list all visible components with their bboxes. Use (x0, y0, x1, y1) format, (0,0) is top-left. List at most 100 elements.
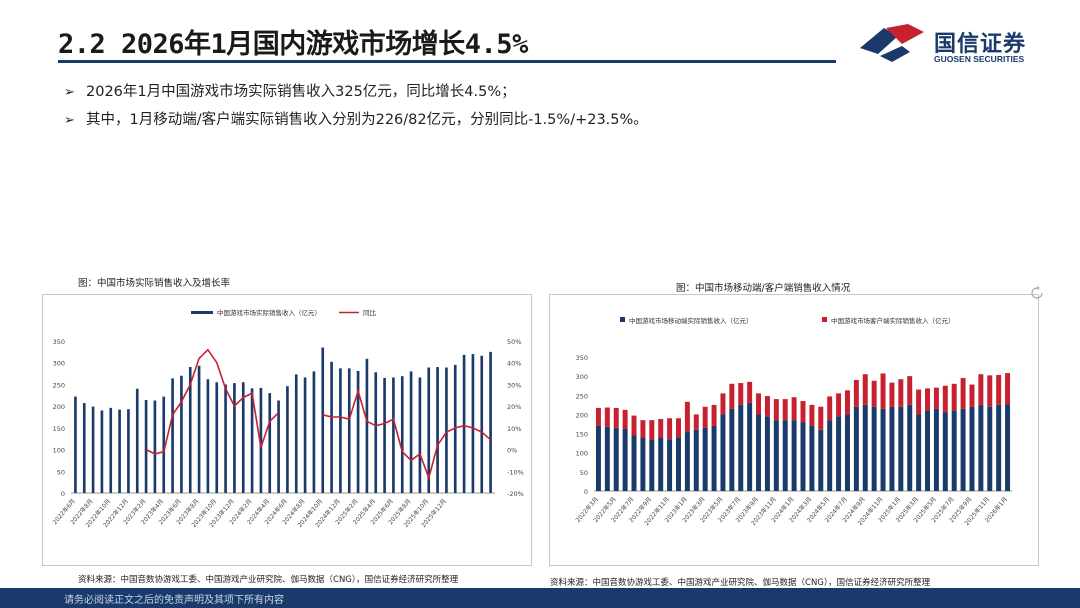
y-left-tick-label: 300 (53, 360, 65, 368)
mobile-revenue-bar (978, 404, 984, 491)
right-chart-caption: 图：中国市场移动端/客户端销售收入情况 (676, 283, 851, 294)
mobile-revenue-bar (631, 435, 637, 491)
client-revenue-bar (658, 419, 664, 438)
revenue-bar (356, 370, 360, 493)
client-revenue-bar (604, 407, 610, 427)
y-left-tick-label: 250 (53, 381, 65, 389)
client-revenue-bar (969, 384, 975, 407)
mobile-revenue-bar (907, 404, 913, 491)
mobile-revenue-bar (880, 408, 886, 491)
revenue-bar (471, 354, 475, 493)
revenue-bar (109, 407, 113, 493)
mobile-revenue-bar (684, 431, 690, 491)
client-revenue-bar (844, 390, 850, 415)
page-title: 2.2 2026年1月国内游戏市场增长4.5% (58, 29, 528, 60)
client-revenue-bar (898, 379, 904, 407)
y-tick-label: 150 (576, 431, 588, 439)
mobile-revenue-bar (720, 414, 726, 491)
y-left-tick-label: 100 (53, 447, 65, 455)
y-tick-label: 50 (580, 469, 588, 477)
client-revenue-bar (1005, 373, 1011, 405)
client-revenue-bar (667, 418, 673, 440)
mobile-revenue-bar (640, 437, 646, 491)
client-revenue-bar (729, 383, 735, 409)
revenue-bar (383, 377, 386, 493)
y-tick-label: 250 (576, 392, 588, 400)
y-left-tick-label: 150 (53, 425, 65, 433)
y-tick-label: 300 (576, 373, 588, 381)
mobile-revenue-bar (613, 427, 619, 491)
mobile-revenue-bar (853, 406, 859, 491)
client-revenue-bar (613, 407, 619, 428)
client-revenue-bar (800, 401, 806, 423)
y-right-tick-label: 10% (507, 425, 521, 433)
mobile-revenue-bar (925, 410, 931, 491)
revenue-bar (188, 367, 192, 493)
y-right-tick-label: 50% (507, 338, 521, 346)
title-divider (58, 60, 836, 63)
client-revenue-bar (773, 399, 779, 421)
y-left-tick-label: 0 (61, 490, 65, 498)
mobile-revenue-bar (933, 408, 939, 491)
legend-label-client: 中国游戏市场客户端实际销售收入（亿元） (831, 316, 955, 325)
mobile-revenue-bar (969, 406, 975, 491)
bullet-text: 其中，1月移动端/客户端实际销售收入分别为226/82亿元，分别同比-1.5%/… (86, 112, 648, 128)
footer-bar: 请务必阅读正文之后的免责声明及其项下所有内容 (0, 588, 1080, 608)
bullet-item: ➢ 其中，1月移动端/客户端实际销售收入分别为226/82亿元，分别同比-1.5%… (64, 106, 648, 134)
mobile-revenue-bar (693, 429, 699, 491)
client-revenue-bar (631, 415, 637, 436)
revenue-bar (321, 347, 325, 493)
revenue-bar (303, 377, 307, 493)
revenue-bar (91, 406, 95, 493)
revenue-bar (171, 378, 174, 493)
yoy-growth-line (145, 348, 492, 481)
client-revenue-bar (862, 374, 868, 405)
client-revenue-bar (756, 393, 762, 415)
y-left-tick-label: 50 (57, 468, 65, 476)
bullet-item: ➢ 2026年1月中国游戏市场实际销售收入325亿元，同比增长4.5%； (64, 78, 648, 106)
mobile-revenue-bar (747, 402, 753, 491)
client-revenue-bar (711, 404, 717, 426)
revenue-bar (215, 382, 219, 493)
client-revenue-bar (720, 393, 726, 415)
client-revenue-bar (996, 374, 1002, 405)
mobile-revenue-bar (809, 425, 815, 491)
mobile-revenue-bar (996, 404, 1002, 491)
y-tick-label: 0 (584, 488, 588, 496)
client-revenue-bar (809, 404, 815, 426)
revenue-bar (74, 396, 77, 493)
refresh-icon[interactable] (1028, 285, 1046, 303)
revenue-bar (418, 377, 422, 493)
mobile-revenue-bar (862, 404, 868, 491)
y-tick-label: 350 (576, 354, 588, 362)
y-right-tick-label: 40% (507, 360, 521, 368)
logo-text-cn: 国信证券 (934, 32, 1027, 57)
mobile-revenue-bar (871, 406, 877, 491)
y-right-tick-label: 30% (507, 381, 521, 389)
client-revenue-bar (622, 409, 628, 429)
mobile-revenue-bar (782, 420, 788, 491)
revenue-bar (259, 387, 263, 493)
mobile-revenue-bar (649, 439, 655, 491)
client-revenue-bar (987, 375, 993, 407)
client-revenue-bar (836, 393, 842, 417)
revenue-bar (374, 372, 378, 493)
revenue-bar (392, 377, 395, 493)
revenue-bar (330, 361, 333, 493)
revenue-bar (162, 396, 166, 493)
y-left-tick-label: 200 (53, 403, 65, 411)
revenue-bar (268, 393, 272, 493)
revenue-bar (135, 388, 139, 493)
revenue-bar (400, 376, 404, 493)
left-chart-source: 资料来源：中国音数协游戏工委、中国游戏产业研究院、伽马数据（CNG），国信证券经… (78, 575, 459, 585)
legend-swatch-mobile (620, 317, 625, 322)
client-revenue-bar (747, 381, 753, 403)
revenue-bar (427, 367, 431, 493)
client-revenue-bar (853, 379, 859, 407)
revenue-bar (445, 367, 448, 493)
legend-swatch-revenue (191, 311, 213, 314)
client-revenue-bar (649, 420, 655, 440)
legend-label-revenue: 中国游戏市场实际销售收入（亿元） (217, 308, 321, 317)
client-revenue-bar (693, 414, 699, 430)
legend-label-yoy: 同比 (363, 308, 377, 317)
